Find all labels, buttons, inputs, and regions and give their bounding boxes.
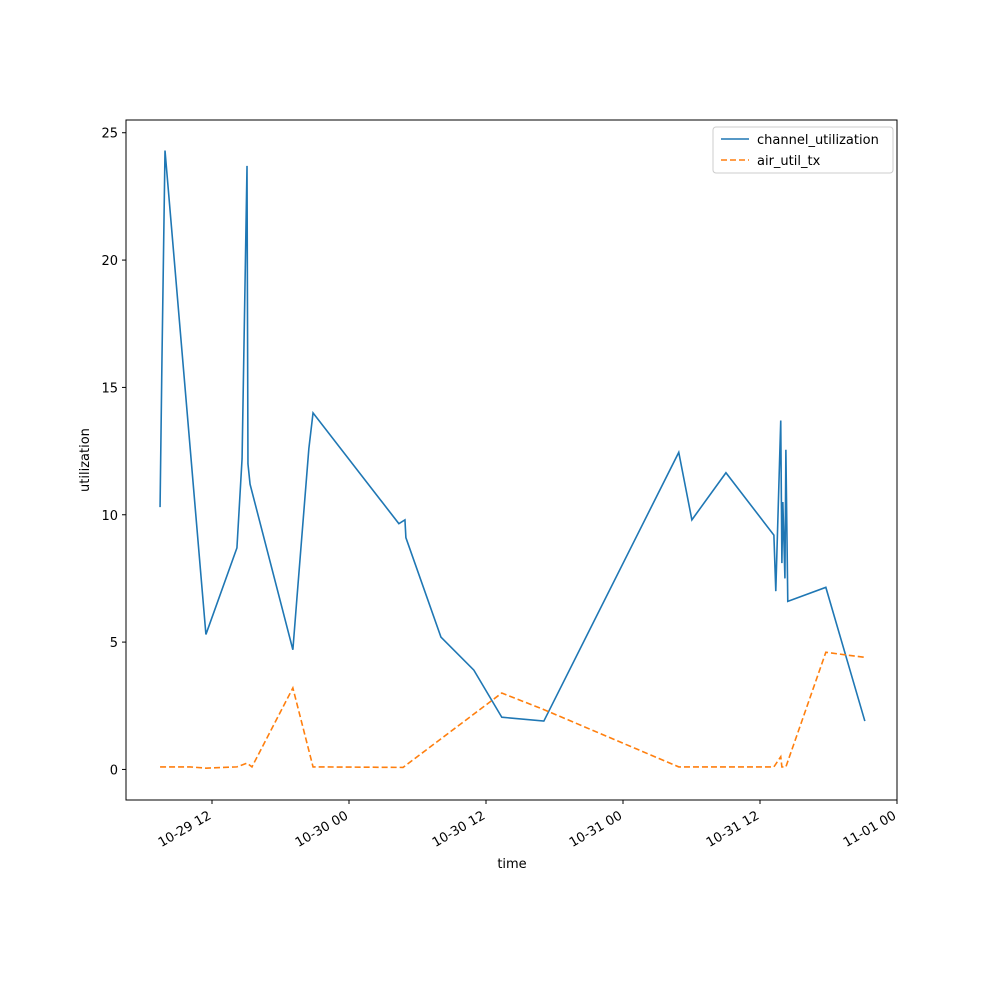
y-tick-label: 15 [101, 381, 118, 396]
y-tick-label: 5 [110, 636, 118, 651]
series-line [160, 651, 865, 769]
legend-label: air_util_tx [757, 154, 821, 169]
y-tick-label: 20 [101, 254, 118, 269]
y-tick-label: 0 [110, 763, 118, 778]
legend-label: channel_utilization [757, 133, 879, 148]
x-tick-label: 10-30 12 [430, 808, 488, 850]
x-axis-label: time [497, 857, 526, 872]
legend-box [712, 126, 894, 174]
y-axis-label: utilization [78, 428, 93, 492]
x-tick-label: 11-01 00 [841, 808, 899, 850]
x-tick-label: 10-29 12 [156, 808, 214, 850]
x-tick-label: 10-31 00 [567, 808, 625, 850]
y-tick-label: 10 [101, 509, 118, 524]
x-tick-label: 10-31 12 [704, 808, 762, 850]
x-tick-label: 10-30 00 [293, 808, 351, 850]
y-tick-label: 25 [101, 127, 118, 142]
plot-frame [125, 119, 898, 801]
series-line [159, 150, 866, 722]
